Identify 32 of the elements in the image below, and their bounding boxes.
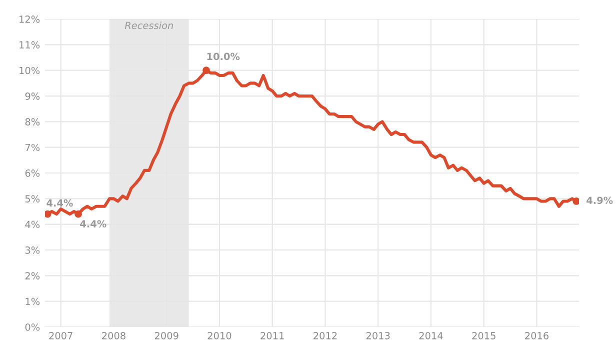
- y-tick-label: 4%: [25, 220, 40, 228]
- x-tick-label: 2011: [260, 332, 284, 340]
- y-tick-label: 6%: [25, 169, 40, 177]
- point: [74, 210, 82, 218]
- y-tick-label: 7%: [25, 144, 40, 152]
- x-tick-label: 2010: [208, 332, 232, 340]
- x-tick-label: 2008: [102, 332, 126, 340]
- point: [572, 198, 580, 205]
- x-tick-label: 2016: [525, 332, 548, 340]
- y-tick-label: 8%: [25, 118, 40, 126]
- x-tick-label: 2013: [366, 332, 390, 340]
- y-tick-label: 1%: [26, 298, 40, 306]
- annotation: 4.4%: [80, 220, 106, 228]
- y-tick-label: 9%: [25, 92, 40, 100]
- y-tick-label: 2%: [25, 272, 40, 280]
- point: [202, 66, 210, 74]
- band-label: Recession: [124, 22, 173, 30]
- x-tick-label: 2009: [154, 332, 178, 340]
- x-tick-label: 2015: [472, 332, 496, 340]
- x-tick-label: 2014: [419, 332, 443, 340]
- x-tick-label: 2012: [314, 332, 337, 340]
- y-tick-label: 5%: [25, 195, 40, 202]
- y-tick-label: 3%: [25, 246, 40, 254]
- annotation: 4.4%: [46, 199, 73, 207]
- y-tick-label: 10%: [20, 66, 40, 74]
- point: [44, 210, 52, 218]
- annotation: 10.0%: [207, 52, 240, 60]
- annotation: 4.9%: [586, 196, 613, 204]
- y-tick-label: 11%: [20, 41, 40, 49]
- x-tick-label: 2007: [49, 332, 72, 340]
- y-tick-label: 12%: [20, 16, 40, 23]
- y-tick-label: 0%: [25, 323, 40, 331]
